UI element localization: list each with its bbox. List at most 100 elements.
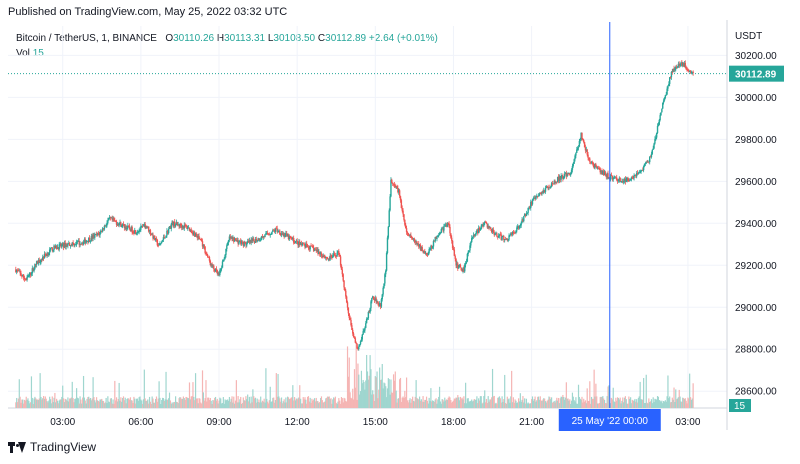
volume-bar — [583, 401, 586, 408]
volume-bar — [309, 397, 311, 408]
candle-body — [234, 238, 237, 240]
volume-bar — [442, 399, 444, 408]
volume-bar — [22, 399, 24, 408]
volume-bar — [329, 399, 331, 408]
candle-body — [137, 231, 139, 233]
volume-bar — [556, 397, 558, 408]
candle-body — [115, 221, 118, 225]
volume-bar — [321, 400, 323, 408]
brand-name: TradingView — [30, 440, 97, 454]
candle-body — [365, 318, 368, 324]
tradingview-footer[interactable]: TradingView — [8, 440, 96, 454]
candle-body — [306, 245, 309, 248]
candle-body — [517, 226, 519, 228]
candle-body — [438, 235, 440, 236]
candle-body — [649, 156, 651, 163]
volume-bar — [315, 397, 317, 408]
volume-bar — [524, 398, 526, 408]
candle-body — [413, 238, 416, 241]
volume-bar — [320, 396, 323, 408]
volume-bar — [89, 397, 92, 408]
volume-bar — [596, 396, 598, 408]
volume-bar — [324, 401, 326, 408]
close-value: 30112.89 — [325, 33, 367, 44]
candle-body — [639, 172, 641, 174]
volume-bar — [623, 402, 625, 408]
volume-bar — [592, 398, 594, 408]
candle-body — [587, 154, 589, 158]
symbol-name[interactable]: Bitcoin / TetherUS, 1, BINANCE — [16, 33, 157, 44]
candle-body — [165, 235, 167, 238]
candle-body — [589, 158, 591, 162]
candle-body — [174, 221, 176, 227]
candle-body — [454, 255, 456, 259]
volume-bar — [278, 396, 280, 408]
volume-bar — [548, 396, 550, 408]
volume-bar — [547, 399, 549, 408]
volume-bar — [686, 403, 688, 408]
volume-bar — [23, 399, 26, 408]
crosshair-time-badge — [558, 409, 661, 431]
candle-body — [339, 256, 342, 266]
volume-bar — [564, 397, 567, 408]
candle-body — [178, 224, 180, 227]
volume-value: 15 — [32, 48, 44, 59]
candle-body — [326, 258, 329, 259]
candle-body — [681, 62, 683, 66]
candle-body — [240, 241, 243, 244]
candle-body — [179, 223, 181, 227]
candle-body — [497, 235, 500, 238]
volume-bar — [221, 403, 223, 408]
candle-body — [187, 227, 190, 229]
volume-bar — [213, 400, 215, 408]
volume-bar — [115, 400, 117, 408]
candle-body — [294, 241, 297, 243]
candle-body — [140, 226, 142, 230]
volume-bar — [505, 403, 508, 408]
volume-bar — [157, 398, 159, 408]
candle-body — [562, 175, 564, 179]
volume-bar — [378, 389, 380, 408]
volume-bar — [600, 396, 602, 408]
volume-bar — [114, 380, 116, 408]
candle-body — [619, 177, 621, 182]
candle-body — [366, 318, 369, 319]
volume-bar — [435, 398, 437, 408]
volume-bar — [268, 400, 270, 408]
candle-body — [478, 228, 481, 231]
candle-body — [327, 258, 330, 260]
candle-body — [520, 222, 522, 226]
candle-body — [515, 230, 517, 233]
candle-body — [291, 237, 293, 240]
volume-bar — [477, 403, 479, 408]
candle-body — [652, 148, 654, 150]
volume-bar — [554, 402, 556, 408]
candle-body — [116, 223, 119, 225]
volume-bar — [233, 396, 235, 408]
volume-bar — [685, 400, 687, 408]
candle-body — [539, 193, 542, 194]
candle-body — [151, 234, 153, 236]
candle-body — [557, 176, 560, 181]
candle-body — [182, 226, 185, 229]
volume-bar — [357, 363, 359, 408]
volume-bar — [106, 403, 108, 408]
candle-body — [330, 255, 332, 257]
volume-bar — [655, 399, 657, 408]
volume-bar — [36, 399, 38, 408]
volume-bar — [138, 397, 140, 408]
volume-bar — [676, 398, 679, 408]
candle-body — [407, 233, 410, 235]
candle-body — [75, 244, 77, 246]
candle-body — [477, 228, 480, 234]
candle-body — [414, 240, 416, 243]
volume-bar — [277, 374, 279, 408]
candle-body — [118, 223, 120, 226]
volume-line: Vol 15 — [16, 46, 438, 61]
volume-bar — [284, 402, 286, 408]
candle-body — [602, 170, 605, 176]
candle-body — [423, 251, 425, 253]
candle-body — [362, 331, 364, 335]
y-tick-label: 29400.00 — [735, 219, 777, 230]
